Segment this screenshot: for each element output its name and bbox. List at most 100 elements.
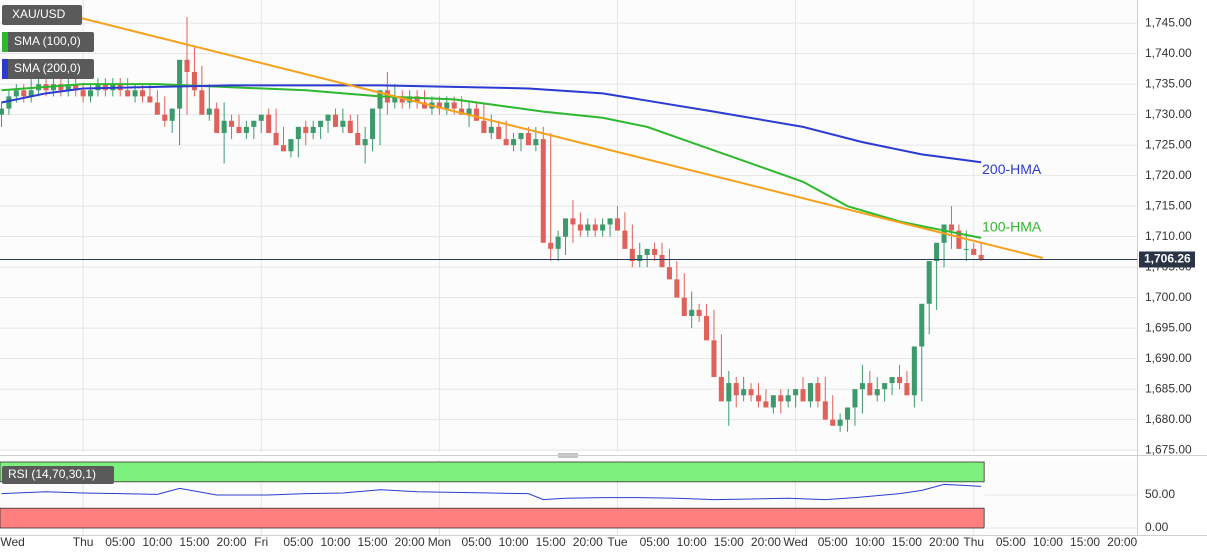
x-tick-label: 05:00: [996, 535, 1026, 549]
candle-body: [73, 84, 79, 91]
candle-body: [399, 96, 405, 103]
candle-body: [748, 389, 754, 396]
y-tick-label: 1,690.00: [1145, 351, 1192, 365]
candle-body: [199, 90, 205, 115]
x-tick-label: 15:00: [1070, 535, 1100, 549]
candle-body: [948, 224, 954, 231]
x-tick-label: 10:00: [320, 535, 350, 549]
candle-body: [525, 132, 531, 146]
y-tick-label: 1,685.00: [1145, 381, 1192, 395]
candle-body: [793, 389, 799, 396]
candle-body: [139, 90, 146, 97]
candle-body: [206, 108, 212, 115]
candle-body: [503, 139, 509, 146]
x-tick-label: Thu: [73, 535, 94, 549]
grid: [0, 0, 1137, 535]
candle-body: [585, 224, 591, 231]
candle-body: [570, 218, 576, 225]
x-tick-label: 20:00: [1107, 535, 1137, 549]
candle-body: [214, 108, 220, 133]
x-tick-label: 15:00: [892, 535, 922, 549]
candle-body: [318, 120, 324, 127]
candle-body: [882, 383, 888, 390]
candle-body: [362, 139, 368, 146]
candle-body: [659, 254, 665, 268]
x-tick-label: 05:00: [818, 535, 848, 549]
candle-body: [652, 248, 658, 255]
y-tick-label: 1,725.00: [1145, 137, 1192, 151]
candle-body: [770, 395, 776, 408]
candle-body: [533, 139, 539, 146]
candle-body: [889, 376, 895, 384]
x-tick-label: Mon: [428, 535, 451, 549]
candle-body: [58, 84, 64, 91]
legend-label: XAU/USD: [12, 7, 66, 21]
candle-body: [867, 383, 873, 396]
candle-body: [919, 303, 925, 347]
candle-body: [162, 114, 168, 121]
x-tick-label: 10:00: [677, 535, 707, 549]
candle-body: [511, 139, 517, 146]
candle-body: [689, 309, 695, 316]
line-label: 100-HMA: [982, 219, 1042, 235]
candle-body: [310, 126, 316, 133]
rsi-band: [0, 507, 985, 529]
candle-body: [80, 90, 86, 97]
candle-body: [614, 218, 621, 231]
candle-body: [125, 90, 131, 97]
candle-body: [711, 340, 717, 377]
y-tick-label: 1,745.00: [1145, 15, 1192, 29]
x-tick-label: Fri: [254, 535, 268, 549]
last-price-label: 1,706.26: [1144, 252, 1191, 266]
candle-body: [466, 108, 472, 115]
x-tick-label: 05:00: [283, 535, 313, 549]
candle-body: [778, 395, 784, 402]
legend-label: SMA (100,0): [14, 34, 81, 48]
candle-body: [325, 114, 331, 121]
rsi-band: [0, 461, 985, 483]
candle-body: [548, 242, 554, 249]
candle-body: [704, 315, 710, 341]
candle-body: [488, 126, 494, 133]
legend-box: [2, 59, 94, 79]
y-tick-label: 50.00: [1145, 487, 1175, 501]
candle-body: [481, 120, 487, 133]
x-tick-label: 10:00: [499, 535, 529, 549]
candle-body: [392, 96, 398, 103]
y-tick-label: 1,735.00: [1145, 76, 1192, 90]
candle-body: [859, 383, 865, 390]
candle-body: [629, 248, 635, 262]
candle-body: [904, 383, 910, 396]
candle-body: [785, 395, 791, 402]
candle-body: [154, 102, 160, 115]
legend-label: SMA (200,0): [14, 61, 81, 75]
candle-body: [718, 376, 724, 402]
x-tick-label: Tue: [607, 535, 628, 549]
x-tick-label: 10:00: [1033, 535, 1063, 549]
x-tick-label: 20:00: [395, 535, 425, 549]
y-tick-label: 1,700.00: [1145, 290, 1192, 304]
plot: [0, 14, 1137, 501]
y-tick-label: 1,680.00: [1145, 412, 1192, 426]
candle-body: [755, 395, 762, 402]
trendline: [69, 14, 1043, 259]
candle-body: [13, 90, 19, 97]
legend-box: [2, 466, 114, 484]
candle-body: [340, 120, 346, 127]
price-panel: [0, 0, 1137, 452]
candle-body: [303, 126, 309, 133]
y-tick-label: 0.00: [1145, 520, 1169, 534]
candle-body: [644, 248, 650, 255]
x-tick-label: 15:00: [714, 535, 744, 549]
candle-body: [65, 84, 71, 91]
candle-body: [444, 102, 450, 109]
candle-body: [88, 90, 94, 97]
candle-body: [518, 132, 524, 140]
candle-body: [830, 419, 836, 426]
candle-body: [934, 242, 940, 262]
candle-body: [355, 132, 361, 146]
candle-body: [815, 383, 821, 402]
y-tick-label: 1,710.00: [1145, 229, 1192, 243]
candle-body: [295, 126, 301, 140]
